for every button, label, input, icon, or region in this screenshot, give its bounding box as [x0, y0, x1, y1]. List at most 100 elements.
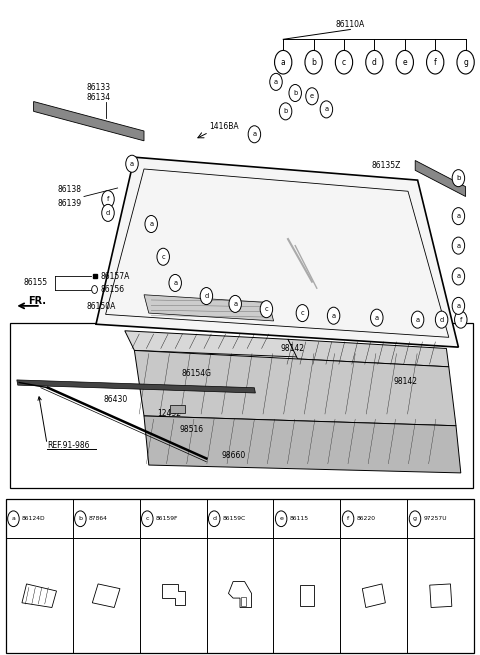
Polygon shape [144, 416, 461, 473]
Text: d: d [106, 210, 110, 216]
Text: 12492: 12492 [157, 409, 181, 419]
Circle shape [102, 204, 114, 221]
Polygon shape [288, 339, 449, 367]
Text: 86138: 86138 [58, 185, 82, 195]
Text: d: d [212, 516, 216, 521]
Text: b: b [293, 90, 297, 96]
Text: 98516: 98516 [180, 425, 204, 434]
Circle shape [411, 311, 424, 328]
Text: 86139: 86139 [58, 198, 82, 208]
Circle shape [145, 215, 157, 233]
Circle shape [8, 511, 19, 527]
Circle shape [260, 301, 273, 318]
Circle shape [366, 50, 383, 74]
Circle shape [200, 288, 213, 305]
Polygon shape [415, 160, 466, 196]
Circle shape [74, 511, 86, 527]
Circle shape [342, 511, 354, 527]
Polygon shape [17, 380, 255, 393]
Polygon shape [134, 350, 456, 426]
Text: 86154G: 86154G [181, 369, 211, 378]
Text: 87864: 87864 [89, 516, 108, 521]
Circle shape [169, 274, 181, 291]
Circle shape [279, 103, 292, 120]
Text: 98660: 98660 [222, 451, 246, 460]
Text: a: a [416, 316, 420, 323]
Circle shape [452, 268, 465, 285]
Text: f: f [460, 316, 462, 323]
Circle shape [270, 73, 282, 90]
Text: 98142: 98142 [281, 344, 305, 353]
Text: f: f [347, 516, 349, 521]
Circle shape [409, 511, 421, 527]
FancyBboxPatch shape [6, 499, 474, 653]
Circle shape [396, 50, 413, 74]
Text: e: e [279, 516, 283, 521]
Text: c: c [145, 516, 149, 521]
Text: 86150A: 86150A [86, 302, 116, 311]
Text: a: a [149, 221, 153, 227]
Text: a: a [456, 303, 460, 309]
Circle shape [306, 88, 318, 105]
Text: 86135Z: 86135Z [372, 160, 401, 170]
Circle shape [208, 511, 220, 527]
Text: f: f [107, 196, 109, 202]
Text: a: a [456, 242, 460, 249]
Circle shape [275, 50, 292, 74]
Circle shape [452, 297, 465, 314]
Text: d: d [204, 293, 208, 299]
Circle shape [457, 50, 474, 74]
Circle shape [126, 155, 138, 172]
Circle shape [305, 50, 322, 74]
Text: g: g [413, 516, 417, 521]
Circle shape [455, 311, 467, 328]
Text: 86159F: 86159F [156, 516, 179, 521]
Circle shape [142, 511, 153, 527]
Text: 86115: 86115 [290, 516, 309, 521]
Text: e: e [403, 58, 407, 67]
Text: b: b [284, 108, 288, 115]
Text: FR.: FR. [28, 296, 46, 307]
Circle shape [296, 305, 309, 322]
Circle shape [452, 170, 465, 187]
Text: c: c [342, 58, 346, 67]
Text: 86430: 86430 [103, 395, 128, 404]
Circle shape [336, 50, 353, 74]
Text: a: a [233, 301, 237, 307]
Circle shape [452, 208, 465, 225]
Text: 86156: 86156 [101, 285, 125, 294]
Text: a: a [281, 58, 286, 67]
Text: a: a [12, 516, 15, 521]
Text: a: a [375, 314, 379, 321]
Text: a: a [456, 273, 460, 280]
Text: 97257U: 97257U [424, 516, 447, 521]
Text: 86110A: 86110A [336, 20, 365, 29]
Text: a: a [130, 160, 134, 167]
Text: c: c [264, 306, 268, 312]
Text: a: a [324, 106, 328, 113]
Circle shape [102, 191, 114, 208]
Circle shape [248, 126, 261, 143]
Text: f: f [434, 58, 437, 67]
Text: 86134: 86134 [86, 92, 110, 102]
Circle shape [92, 286, 97, 293]
Text: b: b [456, 175, 461, 181]
Text: b: b [311, 58, 316, 67]
Text: c: c [161, 253, 165, 260]
FancyBboxPatch shape [10, 323, 473, 488]
Circle shape [427, 50, 444, 74]
Circle shape [157, 248, 169, 265]
Text: a: a [252, 131, 256, 138]
Text: 86155: 86155 [24, 278, 48, 288]
Text: 86124D: 86124D [22, 516, 46, 521]
Text: 86220: 86220 [357, 516, 376, 521]
Text: a: a [456, 213, 460, 219]
Circle shape [452, 237, 465, 254]
Polygon shape [34, 102, 144, 141]
Polygon shape [125, 331, 298, 357]
Text: 86133: 86133 [86, 83, 110, 92]
Text: a: a [274, 79, 278, 85]
Circle shape [435, 311, 448, 328]
Text: g: g [463, 58, 468, 67]
Text: 86159C: 86159C [223, 516, 246, 521]
